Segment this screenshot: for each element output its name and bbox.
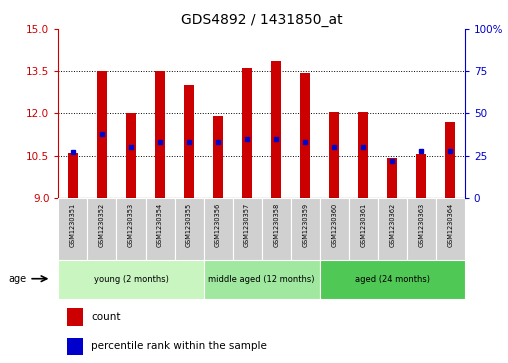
Bar xyxy=(262,198,291,260)
Bar xyxy=(175,198,204,260)
Bar xyxy=(407,198,436,260)
Bar xyxy=(68,153,78,198)
Bar xyxy=(300,73,310,198)
Bar xyxy=(416,154,426,198)
Bar xyxy=(58,260,204,299)
Bar xyxy=(67,308,83,326)
Bar xyxy=(155,71,165,198)
Bar xyxy=(445,122,455,198)
Title: GDS4892 / 1431850_at: GDS4892 / 1431850_at xyxy=(181,13,342,26)
Text: GSM1230364: GSM1230364 xyxy=(448,203,453,247)
Bar xyxy=(67,338,83,355)
Text: GSM1230352: GSM1230352 xyxy=(99,203,105,247)
Text: GSM1230361: GSM1230361 xyxy=(360,203,366,247)
Text: GSM1230357: GSM1230357 xyxy=(244,203,250,247)
Text: percentile rank within the sample: percentile rank within the sample xyxy=(91,342,267,351)
Bar xyxy=(271,61,281,198)
Text: age: age xyxy=(8,274,26,284)
Bar xyxy=(204,260,320,299)
Bar xyxy=(87,198,116,260)
Bar xyxy=(329,112,339,198)
Text: GSM1230353: GSM1230353 xyxy=(128,203,134,247)
Bar xyxy=(320,198,348,260)
Text: GSM1230359: GSM1230359 xyxy=(302,203,308,247)
Bar xyxy=(213,116,223,198)
Text: middle aged (12 months): middle aged (12 months) xyxy=(208,275,315,284)
Bar xyxy=(320,260,465,299)
Text: count: count xyxy=(91,312,120,322)
Bar xyxy=(233,198,262,260)
Text: GSM1230358: GSM1230358 xyxy=(273,203,279,247)
Text: aged (24 months): aged (24 months) xyxy=(355,275,430,284)
Bar xyxy=(242,68,252,198)
Text: GSM1230355: GSM1230355 xyxy=(186,203,192,247)
Bar xyxy=(291,198,320,260)
Bar xyxy=(58,198,87,260)
Bar xyxy=(126,113,136,198)
Bar xyxy=(204,198,233,260)
Text: GSM1230362: GSM1230362 xyxy=(389,203,395,247)
Text: young (2 months): young (2 months) xyxy=(93,275,169,284)
Bar xyxy=(348,198,378,260)
Bar xyxy=(378,198,407,260)
Bar xyxy=(184,85,194,198)
Bar xyxy=(97,71,107,198)
Text: GSM1230360: GSM1230360 xyxy=(331,203,337,247)
Text: GSM1230356: GSM1230356 xyxy=(215,203,221,247)
Bar xyxy=(436,198,465,260)
Text: GSM1230354: GSM1230354 xyxy=(157,203,163,247)
Text: GSM1230351: GSM1230351 xyxy=(70,203,76,247)
Bar xyxy=(116,198,145,260)
Bar xyxy=(358,112,368,198)
Bar xyxy=(387,158,397,198)
Bar xyxy=(145,198,175,260)
Text: GSM1230363: GSM1230363 xyxy=(418,203,424,247)
